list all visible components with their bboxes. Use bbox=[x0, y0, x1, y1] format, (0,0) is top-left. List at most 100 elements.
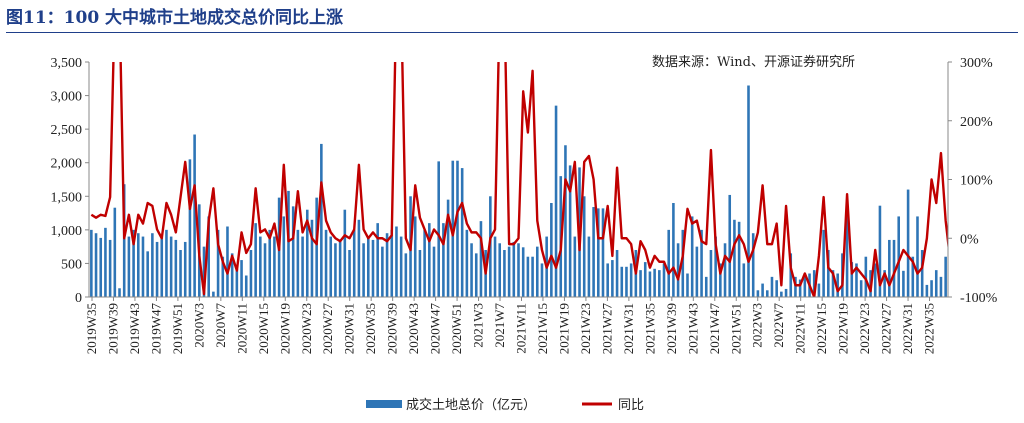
bar bbox=[207, 216, 210, 297]
legend: 成交土地总价（亿元） 同比 bbox=[366, 397, 644, 413]
page-title: 图11：100 大中城市土地成交总价同比上涨 bbox=[6, 4, 1018, 33]
bar bbox=[540, 263, 544, 297]
bar bbox=[371, 239, 375, 297]
bar bbox=[934, 270, 938, 297]
y-left-tick-label: 0 bbox=[75, 291, 82, 306]
y-left-tick-label: 500 bbox=[61, 257, 82, 272]
bar bbox=[775, 280, 778, 297]
bar bbox=[385, 233, 389, 297]
bar bbox=[160, 236, 164, 297]
bar bbox=[629, 263, 633, 297]
bar bbox=[413, 216, 417, 297]
bar bbox=[503, 250, 506, 297]
x-tick-label: 2020W51 bbox=[449, 303, 464, 354]
x-tick-label: 2019W35 bbox=[84, 303, 99, 354]
x-tick-label: 2021W43 bbox=[685, 303, 700, 354]
bar bbox=[310, 219, 314, 297]
x-tick-label: 2022W7 bbox=[771, 303, 786, 348]
bar bbox=[714, 236, 717, 297]
bar bbox=[737, 221, 741, 297]
bar bbox=[381, 246, 384, 297]
y-right-tick-label: 0% bbox=[960, 232, 979, 247]
bar bbox=[263, 243, 267, 297]
bar bbox=[352, 229, 356, 297]
x-tick-label: 2020W31 bbox=[342, 303, 357, 354]
bar bbox=[611, 260, 614, 297]
bar bbox=[920, 250, 924, 297]
bar bbox=[873, 263, 877, 297]
bar bbox=[761, 283, 764, 297]
bar bbox=[465, 229, 469, 297]
bar bbox=[944, 256, 947, 297]
x-tick-label: 2022W19 bbox=[836, 303, 851, 354]
bar bbox=[456, 160, 459, 297]
bar bbox=[531, 256, 534, 297]
y-left-tick-label: 1,000 bbox=[51, 224, 83, 239]
bar bbox=[780, 291, 783, 297]
bar bbox=[709, 250, 713, 297]
bar bbox=[535, 246, 539, 297]
x-tick-label: 2022W31 bbox=[900, 303, 915, 354]
x-tick-label: 2020W15 bbox=[256, 303, 271, 354]
y-right-tick-label: -100% bbox=[960, 291, 998, 306]
x-tick-label: 2020W3 bbox=[191, 303, 206, 348]
bar bbox=[498, 243, 502, 297]
bar bbox=[765, 290, 769, 297]
bar bbox=[357, 219, 361, 297]
bar bbox=[836, 273, 839, 297]
bar bbox=[99, 237, 103, 297]
bar bbox=[550, 203, 553, 297]
bar bbox=[770, 276, 774, 297]
bar bbox=[620, 266, 624, 297]
bar bbox=[226, 226, 229, 297]
y-left-tick-label: 3,500 bbox=[51, 56, 83, 71]
y-right-tick-label: 300% bbox=[960, 56, 993, 71]
bar bbox=[812, 270, 816, 297]
x-tick-label: 2020W43 bbox=[406, 303, 421, 354]
x-tick-label: 2021W15 bbox=[535, 303, 550, 354]
bar bbox=[212, 291, 215, 297]
bar bbox=[662, 263, 666, 297]
bar bbox=[437, 161, 440, 297]
bar bbox=[939, 276, 943, 297]
bar bbox=[597, 208, 600, 297]
bar bbox=[897, 216, 900, 297]
bar bbox=[390, 229, 394, 297]
bar bbox=[446, 199, 450, 297]
y-left-tick-label: 2,500 bbox=[51, 123, 83, 138]
bar bbox=[193, 134, 196, 297]
x-tick-label: 2022W15 bbox=[814, 303, 829, 354]
bar bbox=[822, 229, 825, 297]
x-tick-label: 2019W47 bbox=[148, 303, 163, 355]
bar bbox=[179, 250, 182, 297]
bar bbox=[845, 207, 849, 297]
x-tick-label: 2019W51 bbox=[170, 303, 185, 354]
bar bbox=[850, 262, 854, 297]
bar bbox=[296, 229, 300, 297]
bar bbox=[90, 229, 93, 297]
x-tick-label: 2022W27 bbox=[879, 303, 894, 355]
bar bbox=[315, 197, 318, 297]
x-tick-label: 2020W19 bbox=[277, 303, 292, 354]
bar bbox=[592, 207, 595, 297]
bar bbox=[273, 236, 276, 297]
bar bbox=[174, 239, 178, 297]
bar bbox=[672, 203, 675, 297]
bar bbox=[108, 239, 112, 297]
x-tick-label: 2021W27 bbox=[599, 303, 614, 355]
bar bbox=[268, 229, 272, 297]
y-left-tick-label: 3,000 bbox=[51, 90, 83, 105]
bar-series-land-value bbox=[90, 85, 947, 297]
bar bbox=[564, 145, 567, 297]
bar bbox=[334, 243, 337, 297]
bar bbox=[686, 273, 689, 297]
bar bbox=[803, 276, 807, 297]
y-right-tick-label: 200% bbox=[960, 115, 993, 130]
bar bbox=[676, 243, 680, 297]
bar bbox=[747, 85, 750, 297]
x-tick-label: 2019W43 bbox=[127, 303, 142, 354]
bar bbox=[230, 253, 234, 297]
bar bbox=[925, 284, 929, 297]
bar bbox=[141, 236, 145, 297]
bar bbox=[864, 256, 868, 297]
